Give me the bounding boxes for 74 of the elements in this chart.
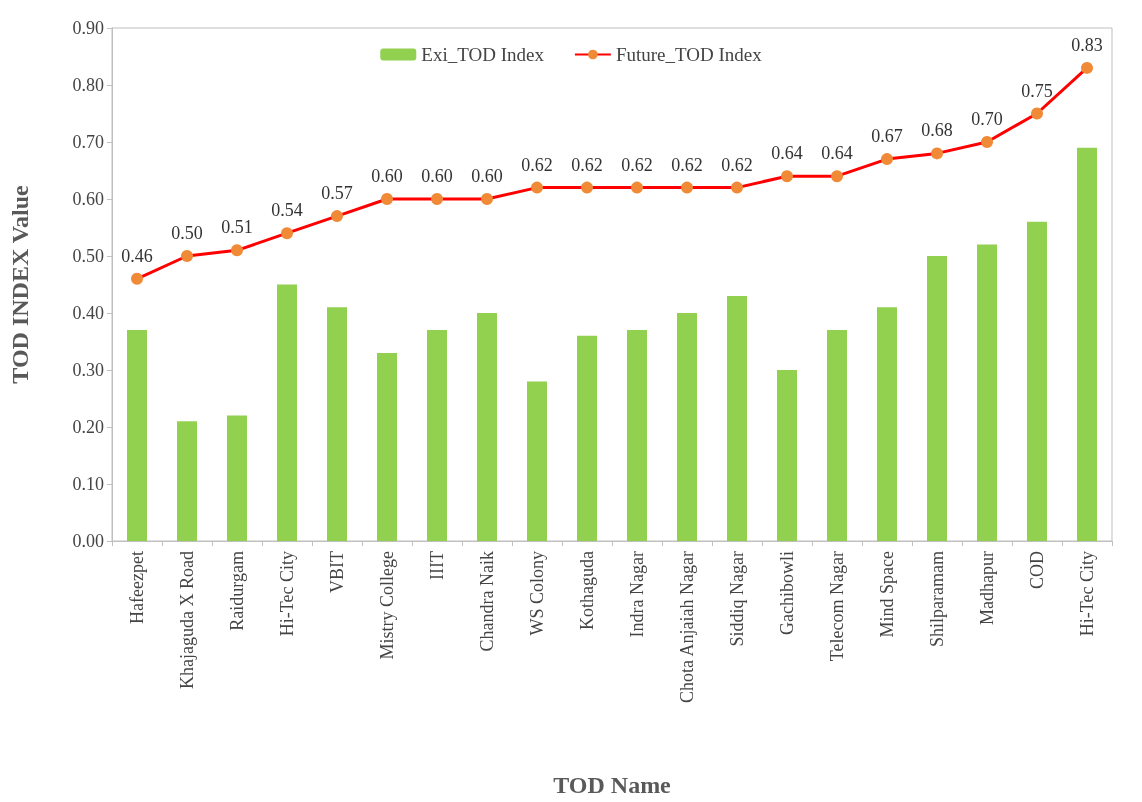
data-label: 0.60 bbox=[471, 166, 503, 186]
data-label: 0.64 bbox=[821, 143, 853, 164]
data-label: 0.46 bbox=[121, 245, 153, 266]
data-label: 0.83 bbox=[1071, 34, 1103, 55]
x-tick-label: VBIT bbox=[327, 551, 347, 593]
x-tick-label: Hi-Tec City bbox=[277, 551, 297, 637]
y-axis-title: TOD INDEX Value bbox=[7, 185, 33, 384]
data-label: 0.62 bbox=[521, 154, 553, 175]
bar bbox=[627, 330, 647, 541]
data-label: 0.62 bbox=[671, 154, 703, 175]
x-tick-label: Mind Space bbox=[877, 550, 897, 638]
bar bbox=[1077, 147, 1097, 541]
x-tick-label: Shilparamam bbox=[927, 551, 947, 647]
bar bbox=[727, 295, 747, 541]
data-label: 0.62 bbox=[621, 154, 653, 175]
bar bbox=[1027, 221, 1047, 541]
legend-label: Exi_TOD Index bbox=[421, 44, 545, 65]
data-label: 0.75 bbox=[1021, 80, 1053, 101]
data-label: 0.60 bbox=[421, 166, 453, 186]
bar bbox=[677, 313, 697, 541]
x-tick-label: Chota Anjaiah Nagar bbox=[677, 551, 697, 703]
x-tick-label: Siddiq Nagar bbox=[727, 550, 747, 647]
data-label: 0.50 bbox=[171, 223, 203, 243]
bar bbox=[377, 352, 397, 541]
y-tick-label: 0.30 bbox=[72, 360, 104, 380]
x-tick-label: Indra Nagar bbox=[627, 551, 647, 638]
data-label: 0.60 bbox=[371, 166, 403, 186]
data-label: 0.62 bbox=[571, 154, 603, 175]
data-label: 0.67 bbox=[871, 126, 903, 147]
bar bbox=[777, 370, 797, 541]
bar bbox=[127, 330, 147, 541]
x-axis-title: TOD Name bbox=[553, 772, 672, 798]
y-tick-label: 0.60 bbox=[72, 189, 104, 209]
bar bbox=[177, 421, 197, 541]
data-label: 0.62 bbox=[721, 154, 753, 175]
data-label: 0.57 bbox=[321, 183, 353, 204]
bar bbox=[827, 330, 847, 541]
y-tick-label: 0.40 bbox=[72, 303, 104, 323]
bar bbox=[577, 335, 597, 541]
x-tick-label: Kothaguda bbox=[577, 551, 597, 630]
y-tick-label: 0.10 bbox=[72, 474, 104, 494]
bar bbox=[227, 415, 247, 541]
x-tick-label: Khajaguda X Road bbox=[177, 551, 197, 689]
y-tick-label: 0.20 bbox=[72, 417, 104, 437]
x-tick-label: Telecom Nagar bbox=[827, 551, 847, 662]
x-tick-label: Raidurgam bbox=[227, 551, 247, 631]
data-label: 0.54 bbox=[271, 200, 303, 221]
x-tick-label: Madhapur bbox=[977, 551, 997, 625]
bar bbox=[977, 244, 997, 541]
x-tick-label: IIIT bbox=[427, 551, 447, 580]
bar bbox=[527, 381, 547, 541]
data-label: 0.68 bbox=[921, 120, 953, 141]
bar bbox=[327, 307, 347, 541]
x-tick-label: WS Colony bbox=[527, 551, 547, 636]
x-tick-label: COD bbox=[1027, 551, 1047, 590]
x-tick-label: Mistry College bbox=[377, 551, 397, 660]
bar bbox=[477, 313, 497, 541]
x-tick-label: Hi-Tec City bbox=[1077, 551, 1097, 637]
y-tick-label: 0.80 bbox=[72, 75, 104, 95]
data-label: 0.64 bbox=[771, 143, 803, 164]
x-tick-label: Hafeezpet bbox=[127, 551, 147, 624]
legend-label: Future_TOD Index bbox=[615, 44, 763, 65]
x-tick-label: Gachibowli bbox=[777, 551, 797, 635]
y-tick-label: 0.50 bbox=[72, 246, 104, 266]
bar bbox=[877, 307, 897, 541]
data-label: 0.70 bbox=[971, 109, 1003, 129]
y-tick-label: 0.70 bbox=[72, 132, 104, 152]
bar bbox=[427, 330, 447, 541]
bar bbox=[277, 284, 297, 541]
y-tick-label: 0.00 bbox=[72, 531, 104, 551]
data-label: 0.51 bbox=[221, 217, 253, 238]
x-tick-label: Chandra Naik bbox=[477, 551, 497, 652]
bar bbox=[927, 256, 947, 541]
y-tick-label: 0.90 bbox=[72, 18, 104, 38]
